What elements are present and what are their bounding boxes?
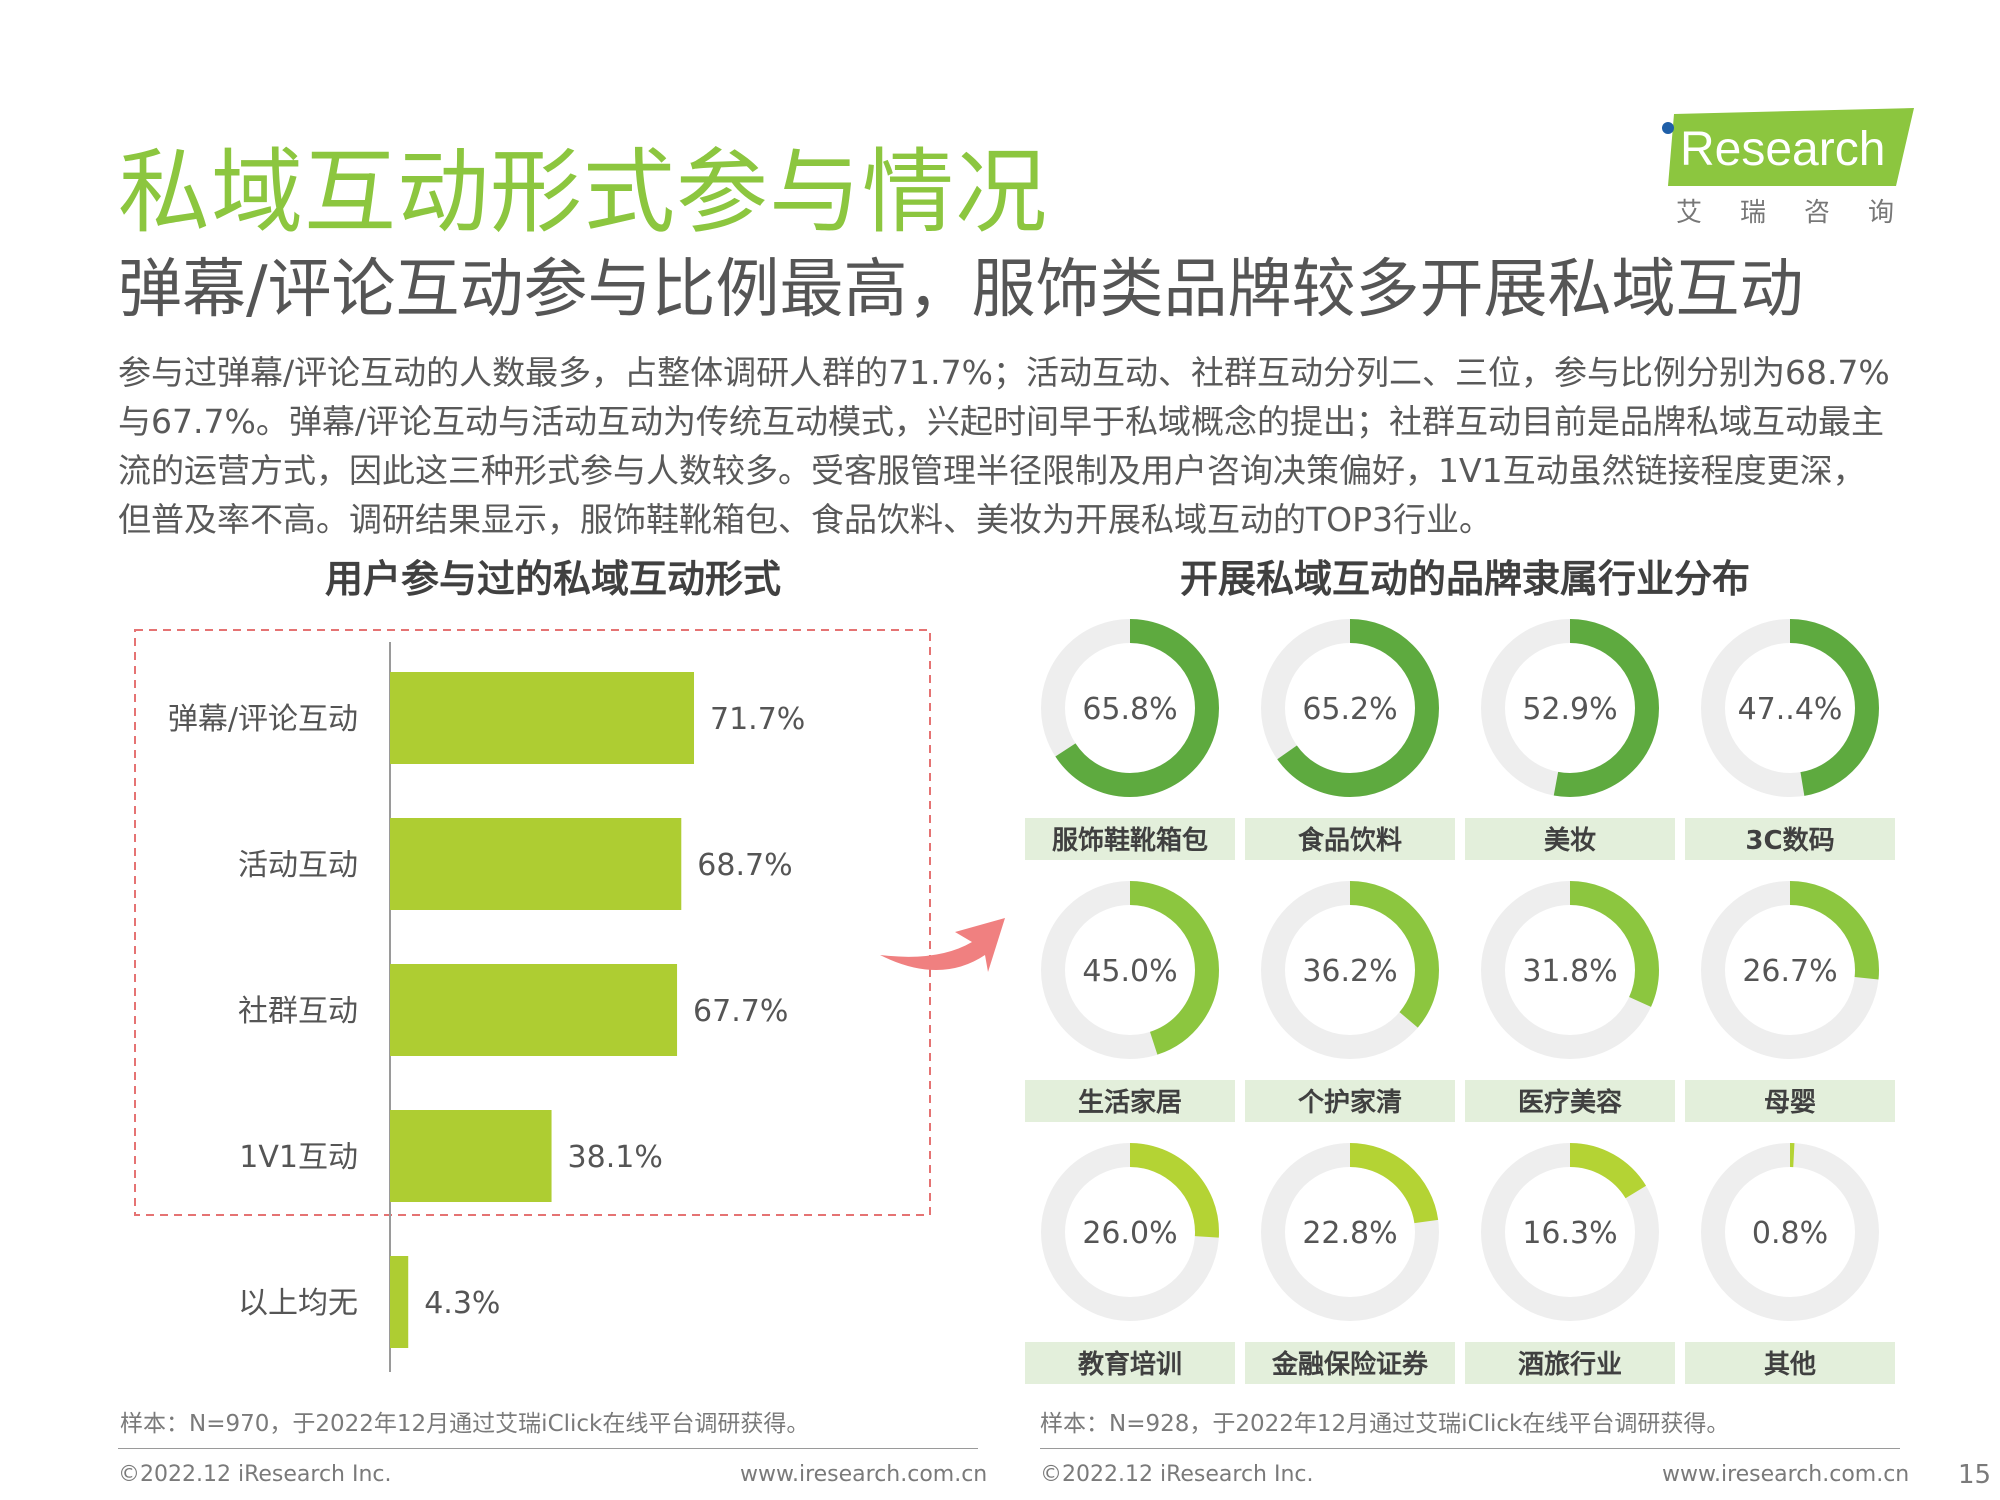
donut-5: 36.2% 个护家清 bbox=[1245, 881, 1455, 1122]
donut-arc bbox=[1701, 619, 1879, 797]
donut-arc bbox=[1261, 1143, 1439, 1321]
donut-label-box bbox=[1685, 1080, 1895, 1122]
donut-value-label: 26.7% bbox=[1742, 954, 1837, 989]
donut-category-label: 其他 bbox=[1764, 1350, 1816, 1380]
bar-0 bbox=[390, 672, 695, 764]
donut-4: 45.0% 生活家居 bbox=[1025, 881, 1235, 1122]
donut-label-box bbox=[1025, 1342, 1235, 1384]
bar-value-label: 4.3% bbox=[424, 1286, 500, 1321]
page-subtitle: 弹幕/评论互动参与比例最高，服饰类品牌较多开展私域互动 bbox=[118, 253, 1804, 327]
donut-label-box bbox=[1025, 818, 1235, 860]
donut-arc bbox=[1041, 1143, 1219, 1321]
donut-value-label: 65.2% bbox=[1302, 692, 1397, 727]
donut-arc bbox=[1261, 619, 1439, 797]
donut-value-label: 31.8% bbox=[1522, 954, 1617, 989]
donut-arc bbox=[1701, 881, 1879, 1059]
donut-category-label: 服饰鞋靴箱包 bbox=[1052, 825, 1208, 856]
donut-1: 65.2% 食品饮料 bbox=[1245, 619, 1455, 860]
logo-shape bbox=[1662, 108, 1914, 186]
bar-value-label: 68.7% bbox=[697, 848, 792, 883]
donut-arc bbox=[1481, 881, 1659, 1059]
donut-2: 52.9% 美妆 bbox=[1465, 619, 1675, 860]
donut-category-label: 生活家居 bbox=[1078, 1087, 1182, 1118]
bar-category-label: 弹幕/评论互动 bbox=[168, 702, 358, 737]
bar-value-label: 67.7% bbox=[693, 994, 788, 1029]
donut-label-box bbox=[1245, 1080, 1455, 1122]
donut-label-box bbox=[1465, 1080, 1675, 1122]
bar-value-label: 71.7% bbox=[710, 702, 805, 737]
donut-11: 0.8% 其他 bbox=[1685, 1143, 1895, 1384]
donut-value-label: 26.0% bbox=[1082, 1216, 1177, 1251]
donut-arc bbox=[1481, 1143, 1659, 1321]
bar-series: 弹幕/评论互动 71.7% 活动互动 68.7% 社群互动 67.7% 1V1互动 38.1%… bbox=[168, 672, 805, 1348]
donut-arc bbox=[1041, 881, 1219, 1059]
donut-value-label: 45.0% bbox=[1082, 954, 1177, 989]
bar-chart-title: 用户参与过的私域互动形式 bbox=[325, 557, 782, 601]
donut-value-label: 47..4% bbox=[1738, 692, 1843, 727]
donut-label-box bbox=[1245, 818, 1455, 860]
donut-label-box bbox=[1245, 1342, 1455, 1384]
donut-9: 22.8% 金融保险证券 bbox=[1245, 1143, 1455, 1384]
right-sample-note: 样本：N=928，于2022年12月通过艾瑞iClick在线平台调研获得。 bbox=[1040, 1411, 1730, 1437]
logo-wordmark: Research bbox=[1680, 123, 1886, 176]
donut-value-label: 16.3% bbox=[1522, 1216, 1617, 1251]
donut-category-label: 美妆 bbox=[1544, 825, 1596, 856]
donut-value-label: 22.8% bbox=[1302, 1216, 1397, 1251]
bar-2 bbox=[390, 964, 678, 1056]
logo-chinese-name: 艾瑞咨询 bbox=[1676, 198, 1933, 228]
donut-grid-title: 开展私域互动的品牌隶属行业分布 bbox=[1180, 557, 1751, 601]
donut-value-label: 52.9% bbox=[1522, 692, 1617, 727]
donut-category-label: 医疗美容 bbox=[1518, 1087, 1622, 1118]
left-sample-note: 样本：N=970，于2022年12月通过艾瑞iClick在线平台调研获得。 bbox=[120, 1411, 810, 1437]
donut-8: 26.0% 教育培训 bbox=[1025, 1143, 1235, 1384]
donut-category-label: 个护家清 bbox=[1298, 1087, 1402, 1118]
donut-category-label: 母婴 bbox=[1764, 1088, 1816, 1118]
donut-label-box bbox=[1025, 1080, 1235, 1122]
donut-value-label: 65.8% bbox=[1082, 692, 1177, 727]
donut-0: 65.8% 服饰鞋靴箱包 bbox=[1025, 619, 1235, 860]
donut-label-box bbox=[1465, 1342, 1675, 1384]
donut-category-label: 3C数码 bbox=[1745, 826, 1834, 856]
donut-arc bbox=[1481, 619, 1659, 797]
donut-label-box bbox=[1685, 1342, 1895, 1384]
left-footer-rule bbox=[118, 1448, 978, 1449]
donut-arc bbox=[1701, 1143, 1879, 1321]
donut-category-label: 教育培训 bbox=[1078, 1349, 1182, 1380]
footer-copyright-left: ©2022.12 iResearch Inc. bbox=[118, 1462, 392, 1487]
donut-category-label: 酒旅行业 bbox=[1518, 1349, 1622, 1380]
bar-value-label: 38.1% bbox=[568, 1140, 663, 1175]
bar-category-label: 以上均无 bbox=[238, 1286, 358, 1321]
donut-arc bbox=[1041, 619, 1219, 797]
summary-paragraph: 参与过弹幕/评论互动的人数最多，占整体调研人群的71.7%；活动互动、社群互动分… bbox=[118, 353, 1890, 539]
bar-category-label: 活动互动 bbox=[238, 848, 358, 883]
donut-10: 16.3% 酒旅行业 bbox=[1465, 1143, 1675, 1384]
bar-category-label: 1V1互动 bbox=[239, 1140, 358, 1175]
footer-url-right: www.iresearch.com.cn bbox=[1662, 1462, 1910, 1487]
donut-category-label: 食品饮料 bbox=[1298, 825, 1402, 856]
bar-1 bbox=[390, 818, 682, 910]
right-footer-rule bbox=[1040, 1448, 1900, 1449]
donut-value-label: 0.8% bbox=[1752, 1216, 1828, 1251]
highlight-dashed-box bbox=[134, 629, 931, 1216]
page-title: 私域互动形式参与情况 bbox=[118, 139, 1049, 246]
donut-label-box bbox=[1465, 818, 1675, 860]
page-number: 15 bbox=[1958, 1460, 1992, 1490]
donut-7: 26.7% 母婴 bbox=[1685, 881, 1895, 1122]
footer-copyright-right: ©2022.12 iResearch Inc. bbox=[1040, 1462, 1314, 1487]
donut-arc bbox=[1261, 881, 1439, 1059]
bar-4 bbox=[390, 1256, 409, 1348]
footer-url-left: www.iresearch.com.cn bbox=[740, 1462, 988, 1487]
curved-arrow-icon bbox=[880, 918, 1005, 972]
donut-3: 47..4% 3C数码 bbox=[1685, 619, 1895, 860]
donut-6: 31.8% 医疗美容 bbox=[1465, 881, 1675, 1122]
bar-category-label: 社群互动 bbox=[238, 994, 358, 1029]
donut-category-label: 金融保险证券 bbox=[1271, 1349, 1429, 1380]
donut-value-label: 36.2% bbox=[1302, 954, 1397, 989]
donut-label-box bbox=[1685, 818, 1895, 860]
donut-series: 65.8% 服饰鞋靴箱包 65.2% 食品饮料 52.9% 美妆 47..4% 3C数码 45.… bbox=[1025, 619, 1895, 1384]
bar-3 bbox=[390, 1110, 552, 1202]
iresearch-logo: Research 艾瑞咨询 bbox=[1660, 108, 1920, 228]
